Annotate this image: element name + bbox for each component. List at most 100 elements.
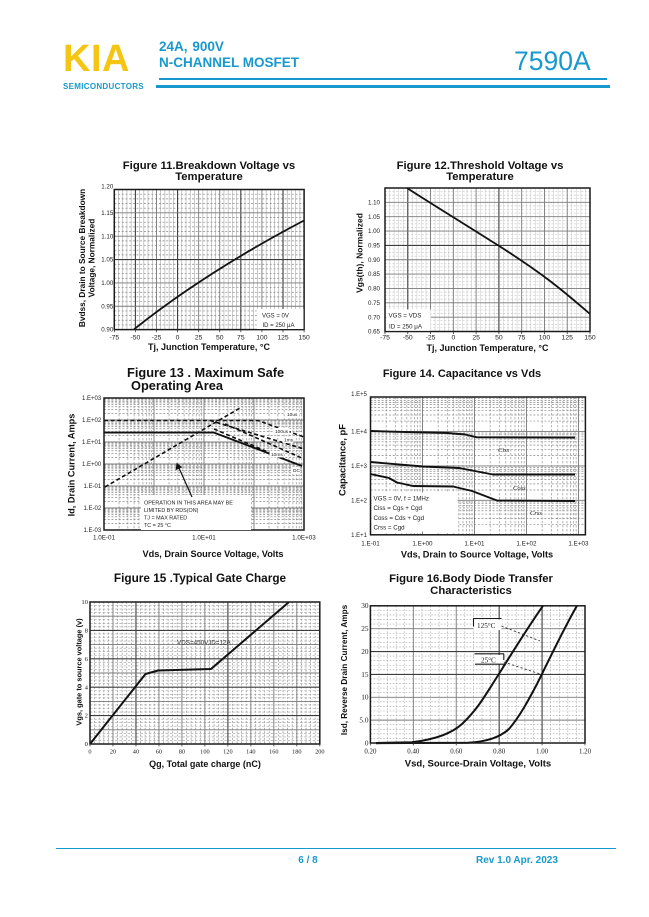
svg-text:1.E+4: 1.E+4 — [351, 429, 368, 435]
svg-text:0: 0 — [176, 334, 180, 341]
svg-text:ID = 250 μA: ID = 250 μA — [389, 323, 423, 330]
svg-text:5.0: 5.0 — [359, 716, 368, 725]
svg-text:VDS=450V,ID=12A: VDS=450V,ID=12A — [177, 640, 231, 647]
svg-text:6: 6 — [85, 656, 89, 663]
svg-text:0.90: 0.90 — [101, 327, 114, 334]
svg-text:-50: -50 — [130, 334, 140, 341]
svg-text:Coss: Coss — [513, 485, 526, 492]
svg-text:0.95: 0.95 — [101, 303, 114, 310]
svg-text:25°C: 25°C — [481, 657, 496, 665]
svg-text:0: 0 — [85, 741, 89, 748]
svg-text:Ciss: Ciss — [498, 447, 510, 454]
svg-text:1.E+03: 1.E+03 — [82, 396, 102, 402]
svg-text:8: 8 — [85, 628, 89, 635]
svg-text:25: 25 — [361, 624, 369, 633]
svg-text:1.15: 1.15 — [101, 210, 114, 217]
svg-text:20: 20 — [361, 647, 369, 656]
svg-text:50: 50 — [216, 334, 224, 341]
svg-text:Isd, Reverse Drain Current, Am: Isd, Reverse Drain Current, Amps — [340, 604, 349, 735]
svg-text:0.95: 0.95 — [368, 243, 381, 250]
svg-text:1.0E+01: 1.0E+01 — [192, 534, 216, 541]
svg-text:25: 25 — [195, 334, 203, 341]
svg-text:60: 60 — [156, 749, 162, 756]
svg-text:Capacitance, pF: Capacitance, pF — [336, 424, 347, 496]
svg-text:1.10: 1.10 — [368, 199, 381, 206]
svg-text:-50: -50 — [403, 335, 413, 342]
svg-text:4: 4 — [85, 684, 89, 691]
svg-text:Vds, Drain to Source Voltage,: Vds, Drain to Source Voltage, Volts — [401, 550, 553, 560]
svg-text:1.E+02: 1.E+02 — [516, 541, 537, 548]
svg-text:75: 75 — [518, 335, 526, 342]
svg-text:ID = 250 μA: ID = 250 μA — [263, 323, 295, 329]
svg-text:15: 15 — [361, 670, 369, 679]
svg-text:DC: DC — [293, 468, 300, 474]
svg-text:1.0E-01: 1.0E-01 — [93, 534, 116, 541]
svg-text:-75: -75 — [109, 334, 119, 341]
svg-text:125: 125 — [277, 334, 289, 341]
svg-text:Crss: Crss — [530, 510, 542, 517]
svg-text:Voltage, Normalized: Voltage, Normalized — [87, 219, 97, 298]
svg-text:1.05: 1.05 — [101, 257, 114, 264]
svg-text:0.80: 0.80 — [493, 749, 506, 756]
svg-text:0.65: 0.65 — [368, 329, 381, 336]
svg-text:100us: 100us — [275, 429, 289, 435]
svg-text:1.E+00: 1.E+00 — [412, 541, 433, 548]
svg-text:30: 30 — [361, 601, 369, 610]
svg-text:1.20: 1.20 — [579, 749, 592, 756]
svg-text:VGS = VDS: VGS = VDS — [389, 313, 422, 320]
svg-text:10ms: 10ms — [271, 452, 283, 458]
svg-text:100: 100 — [200, 749, 209, 756]
svg-text:-75: -75 — [380, 335, 390, 342]
svg-text:200: 200 — [315, 749, 324, 756]
svg-text:1.E+5: 1.E+5 — [351, 392, 368, 398]
svg-text:TJ = MAX RATED: TJ = MAX RATED — [144, 516, 187, 522]
svg-text:1.E+01: 1.E+01 — [82, 440, 102, 446]
svg-text:150: 150 — [298, 334, 310, 341]
svg-text:1.10: 1.10 — [101, 233, 114, 240]
svg-text:Tj, Junction Temperature, °C: Tj, Junction Temperature, °C — [148, 342, 270, 352]
svg-text:25: 25 — [472, 335, 480, 342]
svg-text:0.20: 0.20 — [364, 749, 377, 756]
svg-text:Vgs(th), Normalized: Vgs(th), Normalized — [354, 213, 364, 293]
svg-text:-25: -25 — [426, 335, 436, 342]
svg-text:1.05: 1.05 — [368, 214, 381, 221]
svg-text:-25: -25 — [152, 334, 162, 341]
svg-text:140: 140 — [246, 749, 255, 756]
svg-text:1.E+1: 1.E+1 — [351, 533, 368, 539]
svg-text:10us: 10us — [287, 412, 298, 418]
svg-text:1.E-01: 1.E-01 — [361, 541, 380, 548]
svg-text:Id, Drain Current, Amps: Id, Drain Current, Amps — [66, 414, 76, 517]
svg-text:VGS = 0V, f = 1MHz: VGS = 0V, f = 1MHz — [374, 496, 429, 503]
svg-text:LIMITED BY RDS(ON): LIMITED BY RDS(ON) — [144, 508, 199, 514]
svg-text:1.E-01: 1.E-01 — [84, 484, 102, 490]
svg-text:150: 150 — [584, 335, 596, 342]
svg-text:TC = 25 °C: TC = 25 °C — [144, 523, 171, 529]
svg-text:75: 75 — [237, 334, 245, 341]
svg-text:80: 80 — [179, 749, 185, 756]
svg-text:40: 40 — [133, 749, 139, 756]
svg-text:Qg, Total gate charge (nC): Qg, Total gate charge (nC) — [149, 759, 261, 769]
svg-text:1.00: 1.00 — [536, 749, 549, 756]
svg-text:20: 20 — [110, 749, 116, 756]
svg-text:1.20: 1.20 — [101, 184, 114, 191]
svg-text:0: 0 — [88, 749, 91, 756]
svg-text:180: 180 — [292, 749, 301, 756]
svg-text:Coss = Cds + Cgd: Coss = Cds + Cgd — [374, 515, 425, 522]
svg-text:120: 120 — [223, 749, 232, 756]
svg-text:0.75: 0.75 — [368, 300, 381, 307]
svg-text:50: 50 — [495, 335, 503, 342]
svg-text:10: 10 — [361, 693, 369, 702]
svg-text:100: 100 — [256, 334, 268, 341]
svg-text:125°C: 125°C — [477, 622, 496, 630]
svg-text:1.E+00: 1.E+00 — [82, 462, 102, 468]
svg-text:0: 0 — [451, 335, 455, 342]
svg-text:1.E+3: 1.E+3 — [351, 464, 368, 470]
svg-text:160: 160 — [269, 749, 278, 756]
svg-text:0.90: 0.90 — [368, 257, 381, 264]
svg-text:1.E+03: 1.E+03 — [568, 541, 589, 548]
svg-text:1.0E+03: 1.0E+03 — [292, 534, 316, 541]
svg-text:0.40: 0.40 — [407, 749, 420, 756]
svg-text:Tj, Junction Temperature, °C: Tj, Junction Temperature, °C — [427, 343, 549, 353]
svg-text:0.80: 0.80 — [368, 286, 381, 293]
svg-text:Vds, Drain Source Voltage, Vol: Vds, Drain Source Voltage, Volts — [142, 549, 283, 559]
